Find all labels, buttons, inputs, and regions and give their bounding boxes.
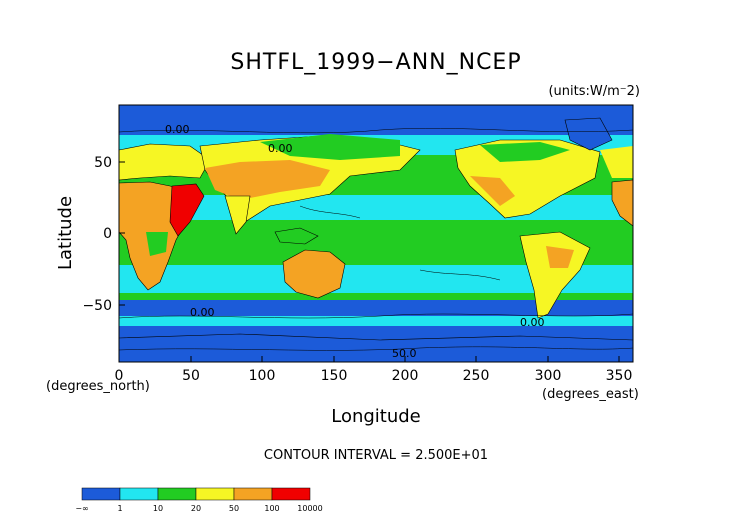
contour-label: 0.00 [165,123,190,136]
colorbar-swatch [271,487,311,501]
colorbar-label: 1 [117,504,122,513]
x-tick-label: 50 [182,368,200,384]
land-indonesia [274,227,319,245]
y-axis-title: Latitude [55,196,76,270]
x-tick-label: 0 [115,368,124,384]
land-australia [282,249,346,299]
colorbar-label: 20 [191,504,201,513]
x-tick-label: 150 [321,368,348,384]
x-tick-label: 350 [606,368,633,384]
colorbar-label: 100 [264,504,279,513]
colorbar-swatch [81,487,121,501]
x-tick-label: 300 [535,368,562,384]
contour-label: 0.00 [190,306,215,319]
contour-line [118,346,634,351]
x-tick-label: 200 [392,368,419,384]
axis-ticks [118,161,620,362]
land-africa-wrap [611,179,634,227]
land-sa-hot [546,246,574,268]
land-europe [118,143,211,181]
land-north-america [454,139,601,219]
contour-lines [118,128,634,351]
colorbar-swatch [195,487,235,501]
contour-line [118,128,634,134]
contour-line [118,313,634,319]
contour-line [419,269,501,281]
contour-line [299,205,361,219]
x-tick-label: 100 [249,368,276,384]
contour-label: 0.00 [268,142,293,155]
y-tick-label: 50 [94,155,112,171]
colorbar-label: 10000 [297,504,322,513]
contour-interval-label: CONTOUR INTERVAL = 2.500E+01 [264,448,488,463]
colorbar-label: 10 [153,504,163,513]
land-siberia [260,134,400,160]
land-greenland [564,117,613,151]
contour-label: 50.0 [392,347,417,360]
colorbar-label: −∞ [75,504,88,513]
land-central-asia-hot [205,160,330,200]
colorbar: −∞ 1 10 20 50 100 10000 [75,487,323,513]
colorbar-swatch [119,487,159,501]
colorbar-swatch [157,487,197,501]
land-africa-green [146,232,168,256]
land-na-hot [470,176,515,206]
x-axis-title: Longitude [331,406,421,427]
land-arabia [169,183,205,237]
y-tick-label: 0 [103,226,112,242]
y-unit-label: (degrees_north) [46,379,150,394]
units-label: (units:W/m⁻2) [548,84,640,99]
x-unit-label: (degrees_east) [542,387,639,402]
contour-label: 0.00 [520,316,545,329]
colorbar-label: 50 [229,504,239,513]
land-india [224,195,251,235]
band-south-cyan [119,316,633,326]
x-tick-label: 250 [463,368,490,384]
y-tick-label: −50 [82,298,112,314]
chart-title: SHTFL_1999−ANN_NCEP [230,50,521,75]
band-polar-north [119,105,633,135]
land-europe-wrap [600,146,633,178]
colorbar-swatch [233,487,273,501]
land-na-north-green [480,142,570,162]
map-plot: 0.00 0.00 0.00 0.00 50.0 [118,104,634,363]
